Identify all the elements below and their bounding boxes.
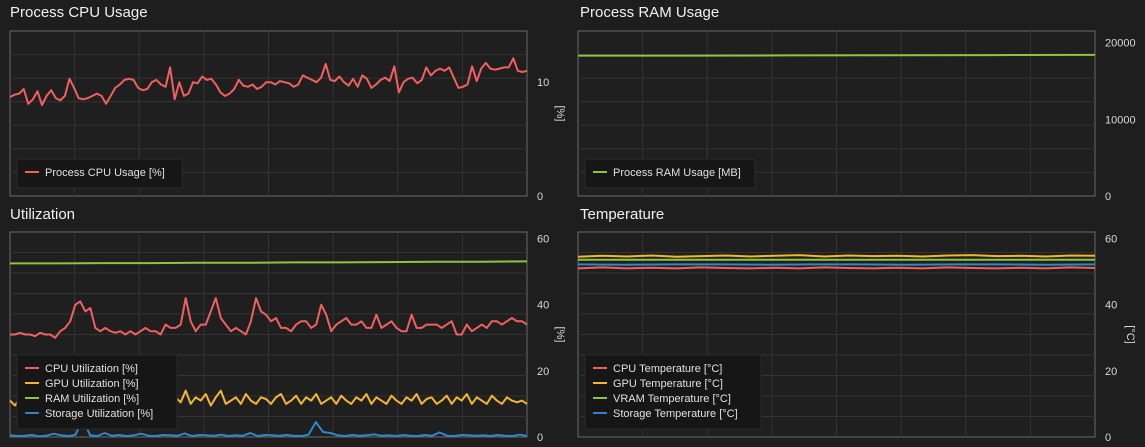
y-tick-label: 0 [537,432,543,444]
legend-label: GPU Temperature [°C] [613,378,723,390]
legend-label: VRAM Temperature [°C] [613,393,731,405]
series-line [9,417,528,438]
y-tick-label: 10000 [1105,114,1136,126]
series-line [9,57,528,106]
series-line [577,254,1096,258]
legend [16,158,183,189]
temperature-chart: 0 20 40 60 [°C] CPU Temperature [°C] GPU Tempe… [577,231,1136,444]
y-tick-label: 20 [537,366,549,378]
y-tick-label: 0 [1105,191,1111,203]
y-axis-label: [%] [554,106,566,122]
y-tick-label: 10 [537,77,549,89]
cpu-usage-chart: 0 10 [%] Process CPU Usage [%] [9,30,566,203]
series-line [577,266,1096,270]
y-tick-label: 20000 [1105,38,1136,50]
legend-label: Storage Temperature [°C] [613,408,738,420]
utilization-chart-title: Utilization [10,206,76,223]
cpu-chart-title: Process CPU Usage [10,4,148,21]
series-line [10,260,528,265]
series-line [578,53,1096,57]
y-tick-label: 40 [537,300,549,312]
legend [584,354,762,430]
y-axis-label: [°C] [1124,325,1136,343]
legend [584,158,756,189]
series-line [10,297,528,339]
legend-label: RAM Utilization [%] [45,393,139,405]
legend [16,354,178,430]
y-tick-label: 40 [1105,300,1117,312]
ram-chart-title: Process RAM Usage [580,4,720,21]
y-tick-label: 60 [1105,234,1117,246]
utilization-chart: 0 20 40 60 [%] CPU Utilization [%] GPU Utiliza… [9,231,566,444]
y-tick-label: 0 [537,191,543,203]
legend-label: CPU Utilization [%] [45,363,138,375]
legend-label: CPU Temperature [°C] [613,363,722,375]
y-tick-label: 20 [1105,366,1117,378]
legend-label: GPU Utilization [%] [45,378,139,390]
temperature-chart-title: Temperature [580,206,665,223]
legend-label: Storage Utilization [%] [45,408,153,420]
legend-label: Process RAM Usage [MB] [613,167,741,179]
legend-label: Process CPU Usage [%] [45,167,165,179]
y-axis-label: [%] [554,327,566,343]
ram-usage-chart: 0 10000 20000 Process RAM Usage [MB] [577,30,1136,203]
y-tick-label: 60 [537,234,549,246]
y-tick-label: 0 [1105,432,1111,444]
